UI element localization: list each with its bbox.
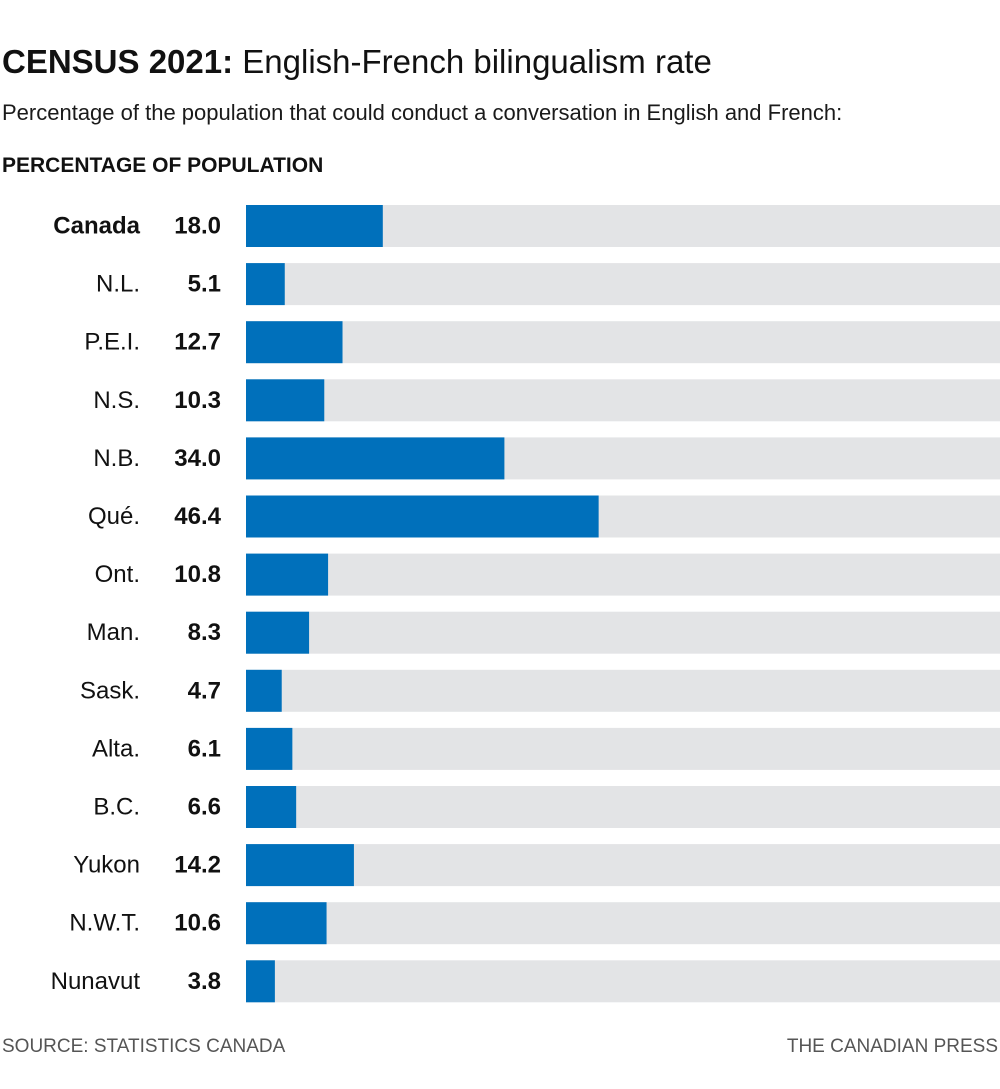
bar	[246, 495, 599, 538]
category-label: B.C.	[93, 794, 140, 821]
bar	[246, 786, 297, 828]
bar	[246, 437, 505, 480]
category-label: Man.	[87, 619, 140, 646]
category-label: Ont.	[95, 561, 140, 588]
value-label: 10.6	[174, 910, 221, 937]
category-label: Sask.	[80, 677, 140, 704]
chart-title-bold: CENSUS 2021:	[2, 43, 234, 80]
value-label: 5.1	[188, 271, 221, 298]
chart-title-rest: English-French bilingualism rate	[233, 43, 712, 80]
bar	[246, 263, 285, 306]
bar-chart: Canada 18.0 N.L. 5.1 P.E.I. 12.7 N.S. 10.3 N.B. 3…	[51, 205, 1000, 1003]
category-label: N.W.T.	[69, 910, 140, 937]
value-label: 18.0	[174, 213, 221, 240]
bar-track	[246, 553, 1000, 596]
bar-track	[246, 379, 1000, 422]
bar-track	[246, 263, 1000, 306]
bar-track	[246, 727, 1000, 770]
bar-track	[246, 902, 1000, 945]
category-label: Canada	[53, 213, 140, 240]
category-label: Nunavut	[51, 968, 141, 995]
value-label: 14.2	[174, 852, 221, 879]
bar	[246, 960, 275, 1003]
category-label: N.S.	[93, 387, 140, 414]
bar	[246, 611, 310, 654]
category-label: P.E.I.	[84, 329, 140, 356]
bar	[246, 205, 383, 247]
bar	[246, 321, 343, 364]
category-label: N.B.	[93, 445, 140, 472]
bar-track	[246, 669, 1000, 712]
value-label: 46.4	[174, 503, 221, 530]
bar-track	[246, 844, 1000, 887]
source-note: SOURCE: STATISTICS CANADA	[2, 1036, 286, 1057]
bar	[246, 553, 329, 596]
bar	[246, 379, 325, 422]
bar	[246, 902, 327, 945]
bar	[246, 844, 354, 887]
value-label: 4.7	[188, 677, 221, 704]
bar-track	[246, 786, 1000, 828]
credit-note: THE CANADIAN PRESS	[786, 1036, 998, 1057]
value-label: 3.8	[188, 968, 221, 995]
bar	[246, 669, 282, 712]
category-label: Alta.	[92, 735, 140, 762]
value-label: 6.1	[188, 735, 221, 762]
bar-track	[246, 611, 1000, 654]
value-label: 8.3	[188, 619, 221, 646]
chart-subtitle: Percentage of the population that could …	[2, 100, 843, 125]
bar	[246, 727, 293, 770]
category-label: Yukon	[73, 852, 140, 879]
value-label: 12.7	[174, 329, 221, 356]
value-label: 10.8	[174, 561, 221, 588]
value-label: 6.6	[188, 794, 221, 821]
bar-track	[246, 321, 1000, 364]
value-label: 34.0	[174, 445, 221, 472]
axis-label: PERCENTAGE OF POPULATION	[2, 154, 324, 177]
category-label: Qué.	[88, 503, 140, 530]
value-label: 10.3	[174, 387, 221, 414]
category-label: N.L.	[96, 271, 140, 298]
bar-track	[246, 960, 1000, 1003]
chart-title: CENSUS 2021: English-French bilingualism…	[2, 42, 712, 82]
